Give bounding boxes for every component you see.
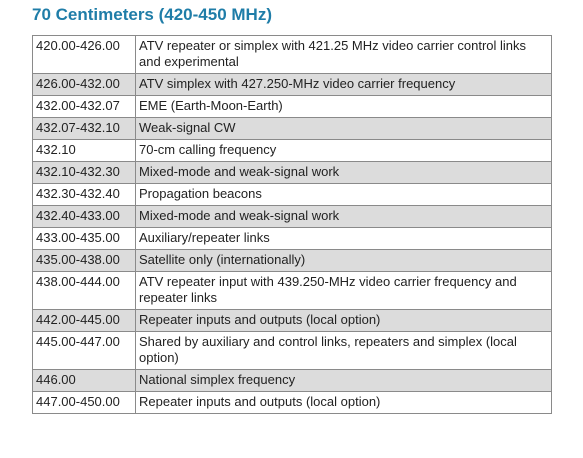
table-row: 442.00-445.00 Repeater inputs and output… (32, 309, 552, 332)
frequency-cell: 435.00-438.00 (32, 249, 136, 272)
frequency-cell: 426.00-432.00 (32, 73, 136, 96)
table-row: 445.00-447.00 Shared by auxiliary and co… (32, 331, 552, 370)
usage-cell: Auxiliary/repeater links (135, 227, 552, 250)
page-title: 70 Centimeters (420-450 MHz) (32, 5, 272, 24)
table-row: 432.10 70-cm calling frequency (32, 139, 552, 162)
usage-cell: ATV repeater or simplex with 421.25 MHz … (135, 35, 552, 74)
band-plan-table-body: 420.00-426.00 ATV repeater or simplex wi… (32, 35, 552, 414)
usage-cell: Mixed-mode and weak-signal work (135, 161, 552, 184)
table-row: 446.00 National simplex frequency (32, 369, 552, 392)
frequency-cell: 432.00-432.07 (32, 95, 136, 118)
table-row: 447.00-450.00 Repeater inputs and output… (32, 391, 552, 414)
usage-cell: Satellite only (internationally) (135, 249, 552, 272)
usage-cell: 70-cm calling frequency (135, 139, 552, 162)
frequency-cell: 432.40-433.00 (32, 205, 136, 228)
table-row: 438.00-444.00 ATV repeater input with 43… (32, 271, 552, 310)
usage-cell: Shared by auxiliary and control links, r… (135, 331, 552, 370)
frequency-cell: 432.10-432.30 (32, 161, 136, 184)
frequency-cell: 433.00-435.00 (32, 227, 136, 250)
frequency-cell: 432.07-432.10 (32, 117, 136, 140)
frequency-cell: 446.00 (32, 369, 136, 392)
usage-cell: National simplex frequency (135, 369, 552, 392)
band-plan-table: 420.00-426.00 ATV repeater or simplex wi… (32, 35, 552, 414)
table-row: 432.40-433.00 Mixed-mode and weak-signal… (32, 205, 552, 228)
table-row: 420.00-426.00 ATV repeater or simplex wi… (32, 35, 552, 74)
table-row: 432.07-432.10 Weak-signal CW (32, 117, 552, 140)
usage-cell: Propagation beacons (135, 183, 552, 206)
usage-cell: Repeater inputs and outputs (local optio… (135, 391, 552, 414)
frequency-cell: 432.10 (32, 139, 136, 162)
usage-cell: EME (Earth-Moon-Earth) (135, 95, 552, 118)
table-row: 433.00-435.00 Auxiliary/repeater links (32, 227, 552, 250)
usage-cell: Mixed-mode and weak-signal work (135, 205, 552, 228)
usage-cell: ATV repeater input with 439.250-MHz vide… (135, 271, 552, 310)
usage-cell: Repeater inputs and outputs (local optio… (135, 309, 552, 332)
usage-cell: ATV simplex with 427.250-MHz video carri… (135, 73, 552, 96)
table-row: 432.00-432.07 EME (Earth-Moon-Earth) (32, 95, 552, 118)
frequency-cell: 442.00-445.00 (32, 309, 136, 332)
frequency-cell: 445.00-447.00 (32, 331, 136, 370)
table-row: 426.00-432.00 ATV simplex with 427.250-M… (32, 73, 552, 96)
frequency-cell: 420.00-426.00 (32, 35, 136, 74)
frequency-cell: 447.00-450.00 (32, 391, 136, 414)
frequency-cell: 438.00-444.00 (32, 271, 136, 310)
table-row: 432.30-432.40 Propagation beacons (32, 183, 552, 206)
frequency-cell: 432.30-432.40 (32, 183, 136, 206)
table-row: 435.00-438.00 Satellite only (internatio… (32, 249, 552, 272)
usage-cell: Weak-signal CW (135, 117, 552, 140)
table-row: 432.10-432.30 Mixed-mode and weak-signal… (32, 161, 552, 184)
